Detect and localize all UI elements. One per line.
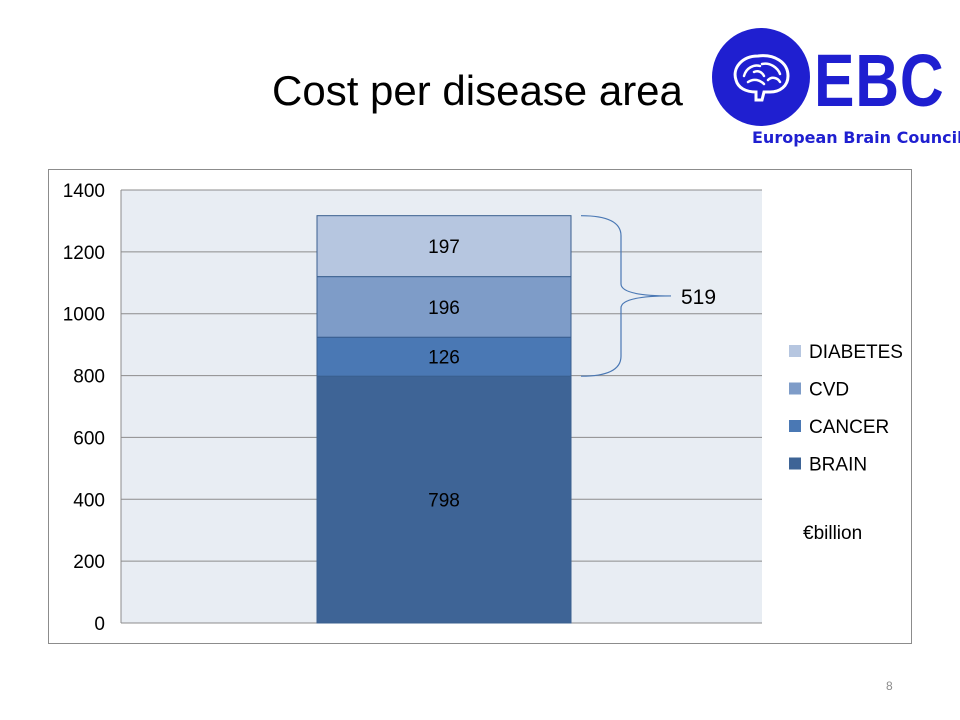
legend-swatch-cvd xyxy=(789,382,801,395)
y-tick-label: 600 xyxy=(73,428,105,449)
y-tick-label: 0 xyxy=(94,614,105,635)
logo-circle xyxy=(712,28,810,126)
legend-label-diabetes: DIABETES xyxy=(809,342,903,363)
data-label-diabetes: 197 xyxy=(428,237,460,258)
legend-swatch-brain xyxy=(789,457,801,470)
page-number: 8 xyxy=(886,679,893,693)
bar-segment-diabetes xyxy=(316,215,572,278)
y-tick-label: 1000 xyxy=(63,305,105,326)
unit-label: €billion xyxy=(803,523,862,544)
legend-label-cancer: CANCER xyxy=(809,417,889,438)
chart-frame: 0 200 400 600 800 1000 1200 1400 798 126 196 197 519… xyxy=(48,169,912,644)
logo-ebc-text: EBC xyxy=(814,39,945,122)
slide-title: Cost per disease area xyxy=(272,67,683,114)
data-label-cvd: 196 xyxy=(428,298,460,319)
data-label-brain: 798 xyxy=(428,491,460,512)
legend-label-cvd: CVD xyxy=(809,380,849,401)
y-tick-label: 1400 xyxy=(63,181,105,202)
y-tick-label: 800 xyxy=(73,367,105,388)
brace-annotation xyxy=(580,215,672,377)
legend-swatch-diabetes xyxy=(789,345,801,357)
legend-label-brain: BRAIN xyxy=(809,455,867,476)
annotation-label: 519 xyxy=(681,286,716,309)
legend-swatch-cancer xyxy=(789,420,801,432)
data-label-cancer: 126 xyxy=(428,348,460,369)
ebc-logo: EBC European Brain Council xyxy=(712,28,960,152)
y-tick-label: 1200 xyxy=(63,243,105,264)
chart: 0 200 400 600 800 1000 1200 1400 798 126 196 197 519… xyxy=(63,181,903,635)
bar-segment-brain xyxy=(316,375,572,624)
brain-icon xyxy=(733,54,790,102)
y-tick-label: 400 xyxy=(73,490,105,511)
y-tick-label: 200 xyxy=(73,552,105,573)
logo-subtitle: European Brain Council xyxy=(752,128,960,147)
